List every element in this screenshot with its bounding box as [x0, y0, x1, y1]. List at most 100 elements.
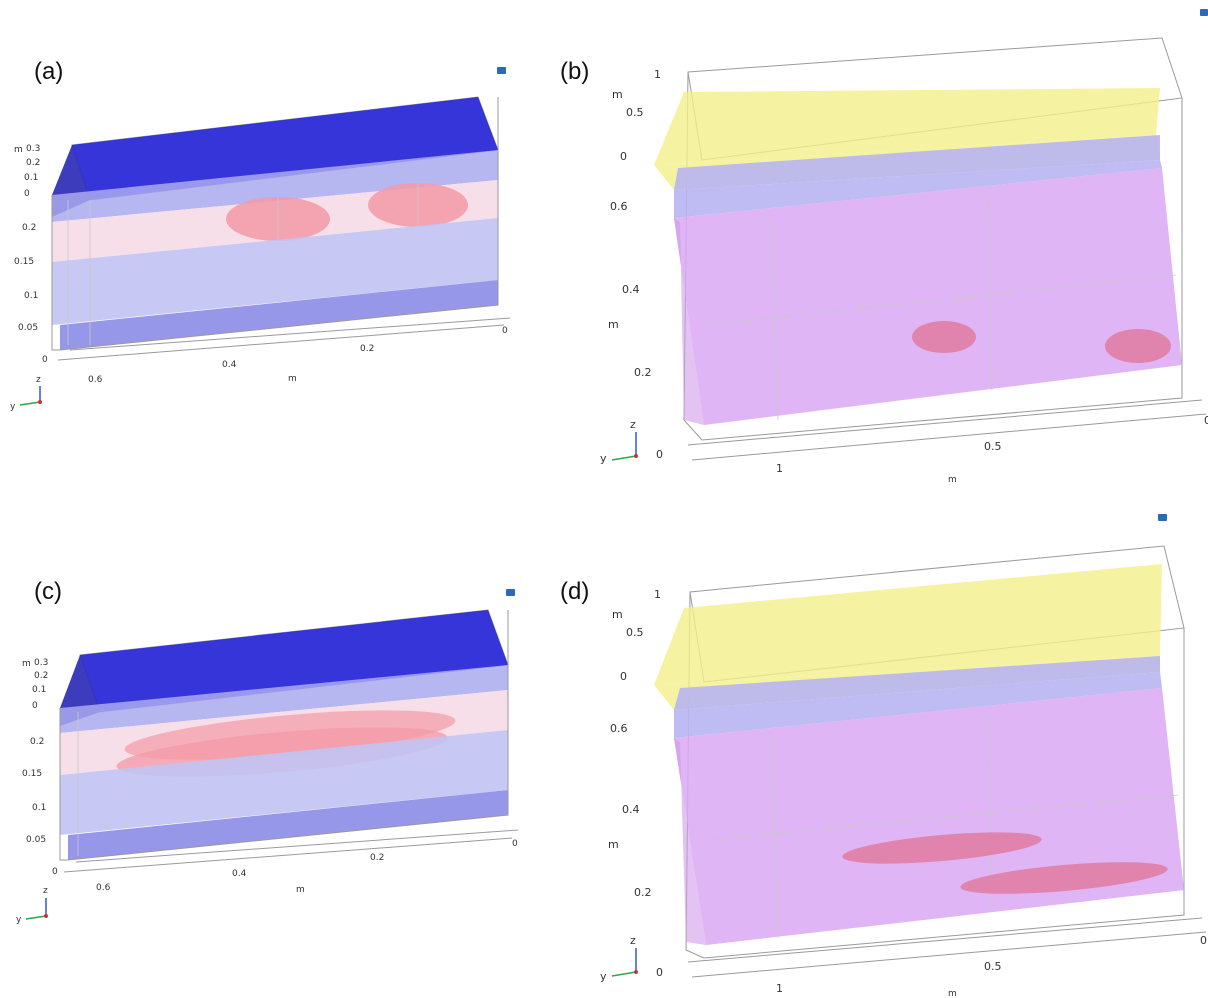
z-tick: m — [608, 838, 619, 851]
mottled-blue-band — [674, 672, 1162, 738]
top-blue-layer — [72, 97, 498, 200]
bubble — [842, 832, 1042, 864]
box-frame — [59, 610, 509, 861]
z-tick: m — [612, 88, 623, 101]
x-axis-unit: m — [288, 374, 297, 384]
grid-line — [707, 794, 1179, 841]
z-tick: 0.05 — [26, 835, 46, 845]
grid-line — [705, 274, 1177, 326]
z-tick: 0.1 — [24, 173, 38, 183]
bottom-blue-band — [60, 280, 498, 350]
x-tick: 1 — [776, 982, 783, 995]
bubble — [960, 862, 1168, 894]
z-tick: 0.4 — [622, 283, 640, 296]
z-tick: 0 — [620, 670, 627, 683]
z-tick: 0.1 — [24, 291, 38, 301]
panel-c-scene: m 0.3 0.2 0.1 0 0.2 0.15 0.1 0.05 0 0.6 … — [16, 589, 519, 925]
z-tick: 0.2 — [634, 886, 652, 899]
middle-blue-layer — [52, 218, 498, 325]
z-tick: m — [608, 318, 619, 331]
triad-y-label: y — [16, 915, 22, 925]
z-tick: 0.1 — [32, 685, 46, 695]
z-tick: 0.2 — [22, 223, 36, 233]
x-axis-unit: m — [948, 475, 957, 485]
z-tick: 0.2 — [30, 737, 44, 747]
x-tick: 0 — [502, 326, 508, 336]
floor-edge — [75, 829, 519, 863]
grid-line — [771, 731, 779, 939]
x-axis-dot — [634, 454, 638, 458]
z-tick: 0.2 — [34, 671, 48, 681]
z-tick: 0.15 — [22, 769, 42, 779]
upper-blue-band — [60, 665, 508, 733]
triad-y-label: y — [600, 970, 607, 983]
floor-edge — [687, 917, 1203, 963]
panel-d: (d) 1 m 0.5 0 0.6 0.4 m 0.2 0 1 0.5 0 m … — [556, 510, 1208, 998]
floor-edge — [69, 317, 511, 351]
mottled-blue-layer — [674, 135, 1160, 190]
bubble — [1105, 329, 1171, 363]
y-arrow — [19, 401, 41, 406]
lavender-side — [674, 738, 706, 945]
view-icon[interactable] — [506, 589, 515, 596]
z-tick: 0 — [52, 867, 58, 877]
z-tick: 0.5 — [626, 106, 644, 119]
panel-label-a: (a) — [34, 58, 64, 85]
panel-c: (c) m 0.3 0.2 0.1 0 0.2 0.15 0.1 0.05 0 … — [0, 520, 600, 998]
lavender-side — [674, 218, 704, 425]
yellow-layer — [654, 564, 1162, 685]
y-arrow — [611, 455, 637, 461]
top-blue-layer — [80, 610, 508, 712]
panel-label-d: (d) — [560, 578, 590, 605]
x-axis-unit: m — [948, 989, 957, 998]
z-tick: 0.05 — [18, 323, 38, 333]
bubble — [912, 321, 976, 353]
floor-edge — [691, 413, 1207, 461]
x-tick: 0 — [1204, 414, 1208, 427]
panel-a-scene: m 0.3 0.2 0.1 0 0.2 0.15 0.1 0.05 0 0.6 … — [10, 67, 511, 412]
grid-line — [987, 199, 993, 391]
mottled-blue-band — [674, 160, 1162, 218]
triad-z-label: z — [43, 886, 48, 896]
triad-y-label: y — [600, 452, 607, 465]
y-arrow — [611, 971, 637, 977]
x-tick: 1 — [776, 462, 783, 475]
panel-d-scene: 1 m 0.5 0 0.6 0.4 m 0.2 0 1 0.5 0 m z y — [600, 514, 1207, 998]
x-axis-dot — [38, 400, 42, 404]
x-axis-unit: m — [296, 885, 305, 895]
box-frame — [51, 97, 499, 351]
z-tick: 0 — [656, 448, 663, 461]
z-tick: 0 — [656, 966, 663, 979]
z-tick: 0.1 — [32, 803, 46, 813]
triad-z-label: z — [630, 934, 636, 947]
z-tick: 0.3 — [26, 144, 40, 154]
triad-z-label: z — [36, 375, 41, 385]
z-tick: 0 — [620, 150, 627, 163]
panel-label-b: (b) — [560, 58, 590, 85]
x-axis-dot — [634, 970, 638, 974]
z-tick: 0.5 — [626, 626, 644, 639]
y-arrow — [25, 915, 47, 920]
z-tick: 0.15 — [14, 257, 34, 267]
floor-edge — [691, 931, 1207, 978]
z-tick: 0.6 — [610, 722, 628, 735]
x-tick: 0.6 — [88, 375, 103, 385]
z-tick: m — [22, 659, 31, 669]
x-tick: 0 — [512, 839, 518, 849]
grid-line — [771, 214, 779, 421]
panel-b: (b) 1 m 0.5 0 0.6 0.4 m 0.2 0 1 0.5 — [556, 0, 1208, 495]
floor-edge — [57, 324, 505, 361]
z-tick: 0 — [32, 701, 38, 711]
triad-y-label: y — [10, 402, 16, 412]
view-icon[interactable] — [497, 67, 506, 74]
panel-b-scene: 1 m 0.5 0 0.6 0.4 m 0.2 0 1 0.5 0 m z y — [600, 9, 1208, 485]
z-tick: 1 — [654, 588, 661, 601]
x-tick: 0.6 — [96, 883, 111, 893]
view-icon[interactable] — [1158, 514, 1167, 521]
floor-edge — [687, 399, 1203, 446]
x-tick: 0.4 — [222, 360, 237, 370]
z-tick: 0.6 — [610, 200, 628, 213]
z-tick: 1 — [654, 68, 661, 81]
view-icon[interactable] — [1200, 9, 1208, 16]
z-tick: 0 — [24, 189, 30, 199]
